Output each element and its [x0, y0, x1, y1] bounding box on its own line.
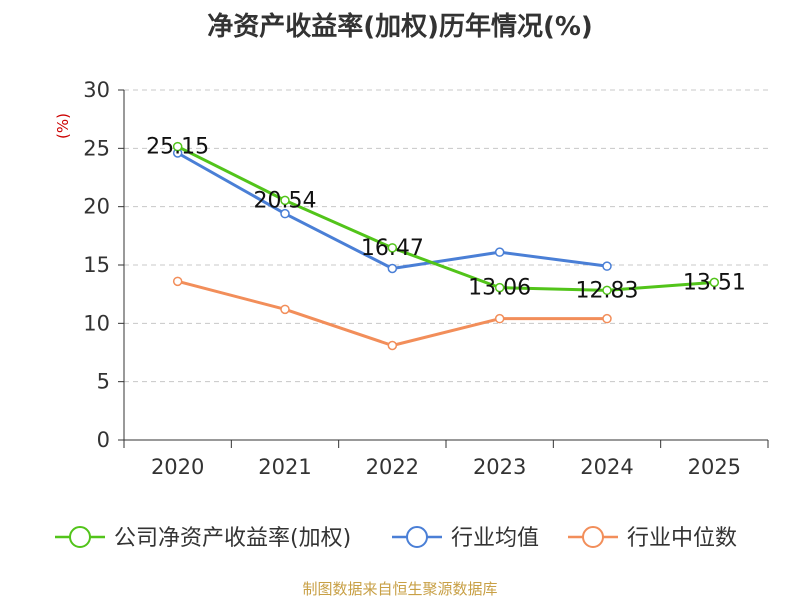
x-tick-label: 2022: [366, 455, 419, 479]
y-tick-label: 15: [83, 253, 110, 277]
series-group: [172, 141, 720, 351]
data-point: [602, 313, 612, 324]
data-point: [172, 276, 183, 287]
chart-title: 净资产收益率(加权)历年情况(%): [207, 12, 593, 42]
legend-marker: [69, 526, 91, 548]
y-tick-label: 0: [97, 428, 110, 452]
data-point: [494, 247, 505, 257]
data-labels: 25.15 20.54 16.47 13.06 12.83 13.51: [146, 135, 746, 304]
data-point: [387, 263, 398, 274]
x-tick-label: 2024: [580, 455, 633, 479]
data-point: [172, 141, 183, 152]
data-label: 13.51: [683, 270, 746, 295]
legend: 公司净资产收益率(加权) 行业均值 行业中位数: [55, 526, 737, 551]
series-line: [177, 279, 607, 347]
data-point: [494, 313, 505, 324]
data-point: [387, 243, 398, 253]
y-tick-label: 20: [83, 195, 110, 219]
data-label: 12.83: [576, 278, 639, 303]
grid-lines: [124, 89, 768, 383]
data-label: 20.54: [254, 188, 317, 213]
data-point: [602, 261, 612, 271]
data-label: 16.47: [361, 236, 424, 261]
data-point: [709, 277, 720, 288]
data-label: 13.06: [468, 276, 531, 301]
data-point: [602, 285, 612, 296]
data-point: [494, 282, 505, 293]
x-tick-label: 2021: [258, 455, 311, 479]
y-tick-label: 10: [83, 311, 110, 335]
y-tick-label: 30: [83, 78, 110, 102]
data-point: [280, 195, 290, 206]
legend-marker: [582, 526, 604, 548]
y-tick-label: 5: [97, 370, 110, 394]
x-tick-label: 2025: [688, 455, 741, 479]
data-point: [280, 208, 290, 219]
legend-label: 行业均值: [451, 526, 539, 551]
data-point: [387, 340, 398, 351]
legend-label: 行业中位数: [627, 526, 737, 551]
source-note: 制图数据来自恒生聚源数据库: [302, 580, 498, 598]
legend-label: 公司净资产收益率(加权): [114, 526, 351, 551]
x-tick-label: 2020: [151, 455, 204, 479]
y-tick-label: 25: [83, 136, 110, 160]
series-line: [176, 145, 715, 292]
y-axis-unit: (%): [54, 113, 72, 139]
data-point: [280, 304, 290, 315]
x-tick-label: 2023: [473, 455, 526, 479]
legend-marker: [406, 526, 428, 548]
data-label: 25.15: [146, 135, 209, 160]
